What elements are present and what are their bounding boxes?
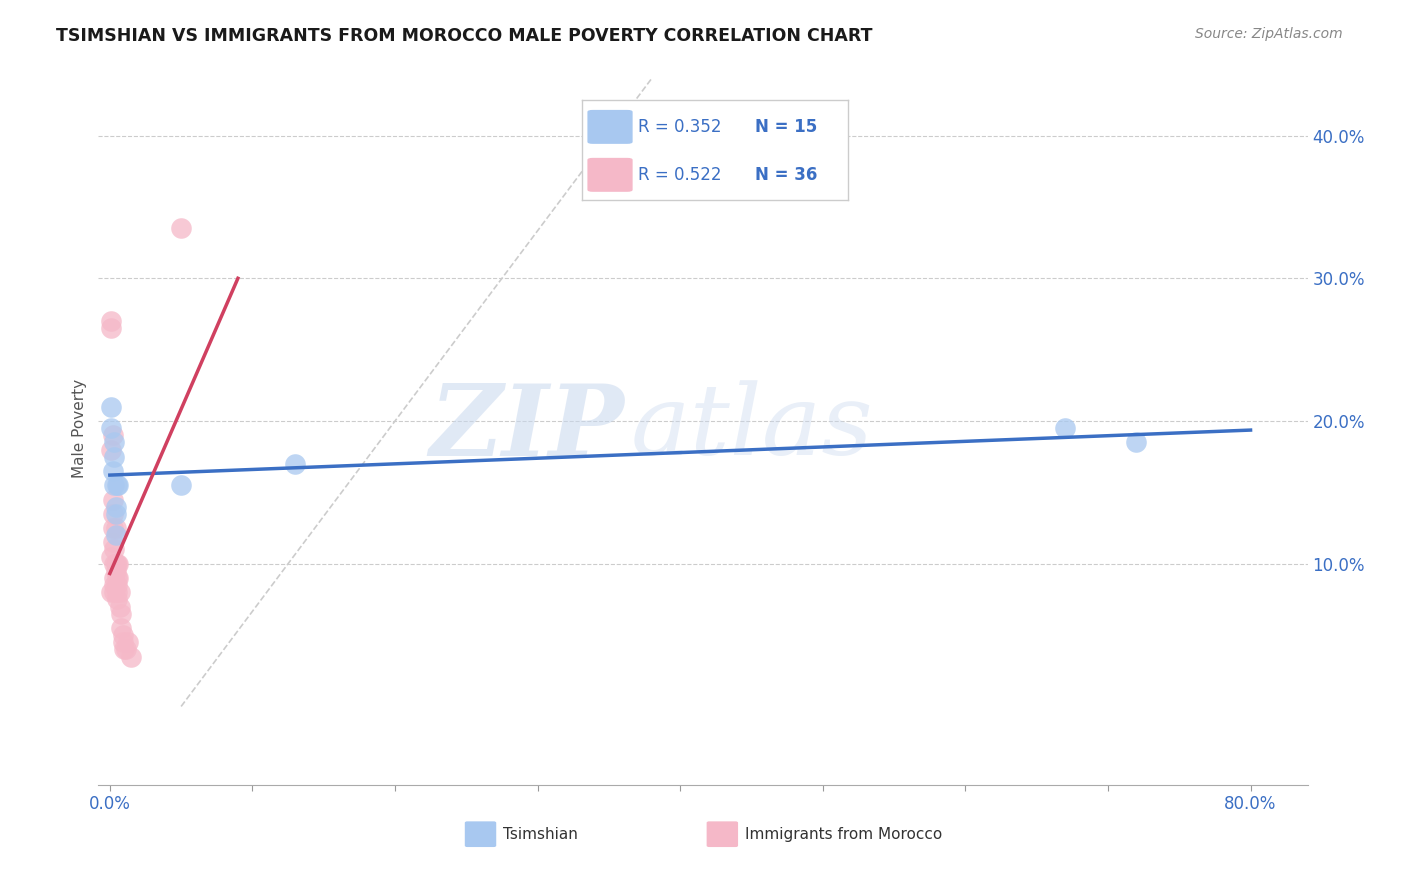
Point bbox=[105, 478, 128, 492]
Point bbox=[100, 442, 122, 457]
Point bbox=[104, 500, 127, 514]
Point bbox=[101, 428, 124, 442]
Point bbox=[103, 450, 125, 464]
FancyBboxPatch shape bbox=[465, 822, 496, 847]
Point bbox=[103, 557, 125, 571]
Point bbox=[117, 635, 139, 649]
Text: Tsimshian: Tsimshian bbox=[503, 827, 578, 842]
Point bbox=[107, 557, 129, 571]
Point bbox=[103, 542, 125, 557]
Point bbox=[101, 535, 124, 549]
Point bbox=[101, 521, 124, 535]
Text: atlas: atlas bbox=[630, 381, 873, 475]
Point bbox=[104, 521, 127, 535]
Point bbox=[170, 221, 193, 235]
Text: Source: ZipAtlas.com: Source: ZipAtlas.com bbox=[1195, 27, 1343, 41]
Y-axis label: Male Poverty: Male Poverty bbox=[72, 378, 87, 478]
Point bbox=[100, 314, 122, 328]
Text: TSIMSHIAN VS IMMIGRANTS FROM MOROCCO MALE POVERTY CORRELATION CHART: TSIMSHIAN VS IMMIGRANTS FROM MOROCCO MAL… bbox=[56, 27, 873, 45]
Point bbox=[103, 585, 125, 599]
Point bbox=[105, 571, 128, 585]
Point bbox=[111, 628, 134, 642]
Point bbox=[170, 478, 193, 492]
Point bbox=[100, 585, 122, 599]
Point bbox=[112, 642, 135, 657]
Point bbox=[114, 642, 136, 657]
Point bbox=[120, 649, 142, 664]
Point bbox=[108, 599, 131, 614]
Point bbox=[104, 557, 127, 571]
Text: ZIP: ZIP bbox=[429, 380, 624, 476]
Point bbox=[1054, 421, 1077, 435]
Point bbox=[108, 585, 131, 599]
Point bbox=[101, 507, 124, 521]
Point bbox=[104, 507, 127, 521]
Point bbox=[100, 421, 122, 435]
Point bbox=[111, 635, 134, 649]
Point bbox=[1125, 435, 1147, 450]
Point bbox=[105, 592, 128, 607]
Point bbox=[101, 492, 124, 507]
FancyBboxPatch shape bbox=[707, 822, 738, 847]
Point bbox=[110, 621, 132, 635]
Point bbox=[107, 478, 129, 492]
Point bbox=[101, 464, 124, 478]
Point bbox=[104, 528, 127, 542]
Point bbox=[103, 571, 125, 585]
Point bbox=[103, 578, 125, 592]
Point bbox=[105, 585, 128, 599]
Point bbox=[105, 557, 128, 571]
Point bbox=[105, 578, 128, 592]
Point bbox=[103, 478, 125, 492]
Point bbox=[107, 571, 129, 585]
Point bbox=[100, 400, 122, 414]
Point bbox=[284, 457, 307, 471]
Text: Immigrants from Morocco: Immigrants from Morocco bbox=[745, 827, 942, 842]
Point bbox=[103, 435, 125, 450]
Point bbox=[100, 549, 122, 564]
Point bbox=[104, 564, 127, 578]
Point bbox=[110, 607, 132, 621]
Point bbox=[100, 321, 122, 335]
